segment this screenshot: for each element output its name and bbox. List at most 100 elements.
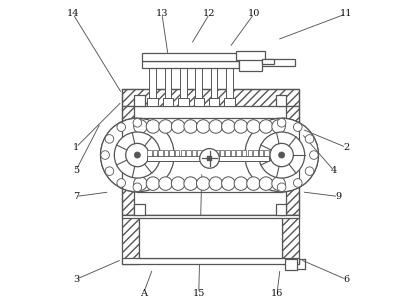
Bar [142, 53, 239, 61]
Bar [214, 150, 219, 156]
Bar [285, 259, 297, 270]
Circle shape [222, 177, 235, 190]
Bar [122, 215, 298, 218]
Circle shape [126, 143, 149, 167]
Text: 3: 3 [73, 275, 79, 284]
Circle shape [277, 183, 286, 192]
Bar [248, 150, 252, 156]
Bar [181, 150, 185, 156]
Text: 1: 1 [73, 143, 79, 152]
Circle shape [114, 132, 160, 178]
Circle shape [134, 177, 147, 190]
Text: 10: 10 [248, 9, 260, 18]
Bar [178, 98, 189, 106]
Bar [264, 150, 269, 156]
Text: 14: 14 [67, 9, 79, 18]
Circle shape [105, 167, 114, 176]
Circle shape [184, 120, 197, 133]
Bar [225, 150, 230, 156]
Circle shape [197, 120, 210, 133]
Bar [134, 95, 145, 106]
Bar [224, 98, 235, 106]
Circle shape [222, 120, 235, 133]
Bar [286, 106, 298, 215]
Circle shape [279, 152, 285, 158]
Circle shape [247, 120, 260, 133]
Text: 15: 15 [193, 289, 205, 298]
Circle shape [209, 177, 222, 190]
Bar [192, 150, 196, 156]
Text: 13: 13 [156, 9, 168, 18]
Bar [276, 204, 286, 215]
Circle shape [272, 177, 285, 190]
Bar [262, 59, 274, 64]
Bar [220, 150, 224, 156]
Circle shape [197, 177, 210, 190]
Bar [194, 98, 204, 106]
Text: 12: 12 [203, 9, 216, 18]
Circle shape [234, 120, 248, 133]
Circle shape [146, 177, 160, 190]
Circle shape [200, 149, 219, 168]
Bar [259, 150, 263, 156]
Text: 11: 11 [340, 9, 352, 18]
Circle shape [259, 120, 273, 133]
Circle shape [159, 120, 172, 133]
Bar [239, 59, 295, 65]
Bar [226, 68, 233, 106]
Bar [134, 204, 145, 215]
Circle shape [259, 177, 273, 190]
Circle shape [305, 167, 314, 176]
Bar [153, 150, 157, 156]
Circle shape [133, 119, 142, 127]
Bar [122, 258, 298, 264]
Text: 9: 9 [335, 192, 341, 201]
Circle shape [272, 120, 285, 133]
Bar [163, 98, 173, 106]
Bar [195, 68, 202, 106]
Bar [203, 150, 207, 156]
Bar [180, 68, 187, 106]
Bar [209, 150, 213, 156]
Bar [207, 156, 212, 161]
Text: 16: 16 [271, 289, 283, 298]
Bar [122, 89, 298, 106]
Circle shape [159, 177, 172, 190]
Text: 5: 5 [73, 166, 79, 175]
Circle shape [247, 177, 260, 190]
Circle shape [234, 177, 248, 190]
Bar [239, 54, 262, 71]
Circle shape [245, 118, 318, 192]
Circle shape [117, 179, 126, 187]
Bar [282, 215, 298, 264]
Circle shape [146, 120, 160, 133]
Bar [165, 68, 171, 106]
Circle shape [293, 179, 302, 187]
Bar [169, 150, 174, 156]
Bar [122, 89, 298, 215]
Circle shape [184, 177, 197, 190]
Bar [164, 150, 168, 156]
Circle shape [134, 152, 140, 158]
Circle shape [171, 177, 185, 190]
Bar [158, 150, 163, 156]
Bar [147, 150, 152, 156]
Bar [276, 95, 286, 106]
Bar [231, 150, 235, 156]
Bar [242, 150, 246, 156]
Bar [236, 150, 241, 156]
Bar [147, 156, 269, 161]
Circle shape [105, 135, 114, 143]
Circle shape [310, 151, 318, 159]
Bar [122, 106, 134, 215]
Bar [235, 51, 265, 60]
Circle shape [117, 123, 126, 131]
Text: 7: 7 [73, 192, 79, 201]
Bar [149, 68, 156, 106]
Bar [147, 98, 158, 106]
Circle shape [101, 151, 109, 159]
Text: A: A [140, 289, 147, 298]
Bar [186, 150, 191, 156]
Bar [122, 215, 139, 264]
Circle shape [171, 120, 185, 133]
